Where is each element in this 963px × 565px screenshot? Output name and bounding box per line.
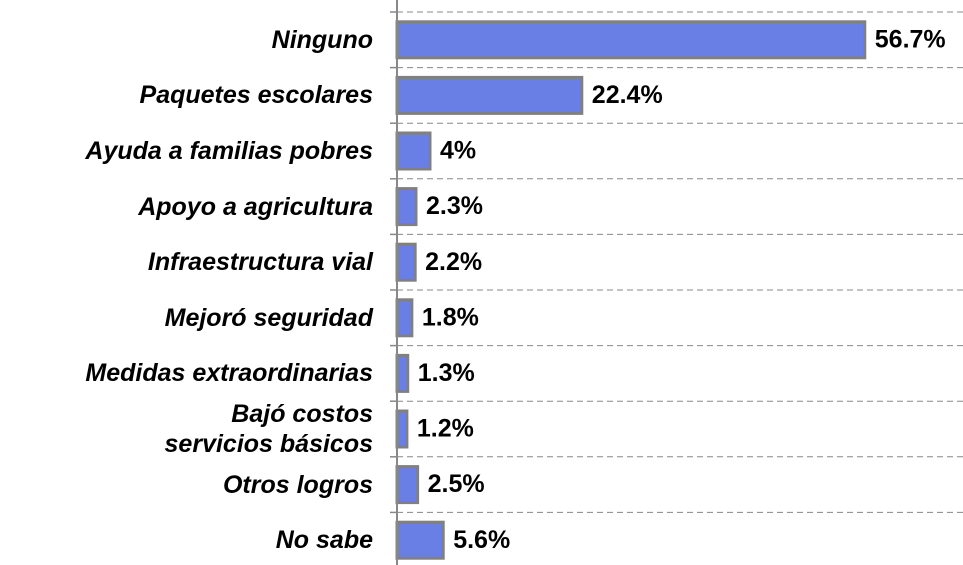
category-label: Mejoró seguridad [164, 303, 373, 332]
bar [395, 242, 417, 282]
bar [395, 409, 409, 449]
category-label: Bajó costos servicios básicos [164, 400, 373, 458]
value-label: 2.2% [425, 248, 482, 276]
value-label: 2.3% [426, 192, 483, 220]
bar [395, 187, 418, 227]
bar [395, 20, 867, 60]
value-label: 1.2% [417, 415, 474, 443]
value-label: 5.6% [453, 526, 510, 554]
bar [395, 353, 410, 393]
value-label: 4% [440, 137, 476, 165]
bar [395, 131, 432, 171]
category-label: Otros logros [222, 470, 373, 499]
bar [395, 75, 584, 115]
value-label: 22.4% [592, 81, 663, 109]
category-label: Infraestructura vial [147, 248, 373, 277]
category-label: No sabe [275, 526, 373, 555]
category-label: Ayuda a familias pobres [85, 137, 373, 165]
value-label: 56.7% [875, 25, 946, 53]
bar [395, 298, 414, 338]
value-label: 1.3% [418, 359, 475, 387]
bar [395, 465, 420, 505]
bar [395, 520, 445, 560]
value-label: 1.8% [422, 303, 479, 331]
value-label: 2.5% [428, 470, 485, 498]
category-label: Apoyo a agricultura [138, 192, 373, 221]
category-label: Medidas extraordinarias [85, 359, 373, 388]
category-label: Ninguno [271, 25, 373, 54]
category-label: Paquetes escolares [139, 81, 373, 110]
